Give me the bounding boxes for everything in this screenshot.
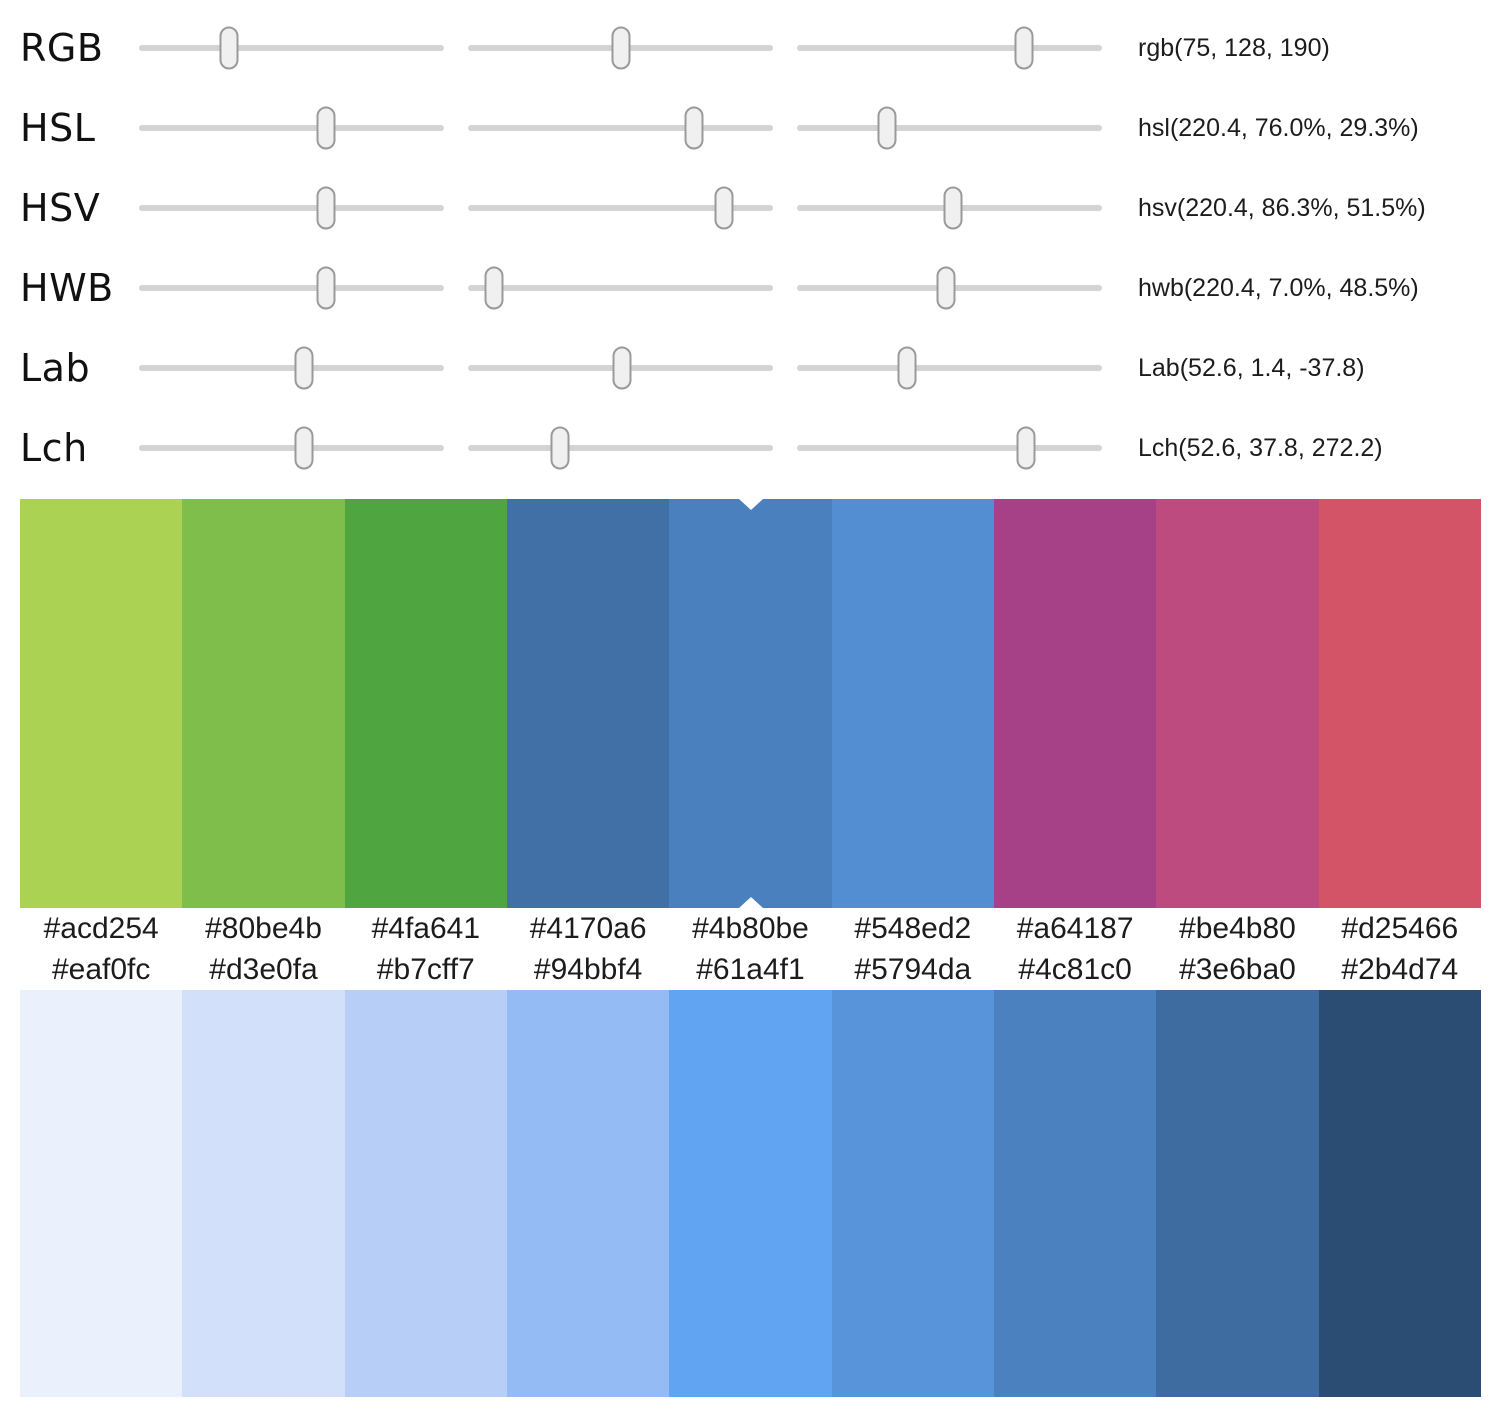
colorspace-label-lab: Lab (20, 346, 91, 390)
slider-row-hsl: HSL hsl(220.4, 76.0%, 29.3%) (0, 88, 1501, 168)
lab-b-thumb[interactable] (897, 346, 917, 390)
lch-value-text: Lch(52.6, 37.8, 272.2) (1138, 433, 1383, 462)
shade-swatch[interactable] (20, 990, 183, 1397)
colorspace-label-hsl: HSL (20, 106, 96, 150)
hsv-h-thumb[interactable] (316, 186, 336, 230)
hwb-b-thumb[interactable] (936, 266, 956, 310)
hsv-h-track[interactable] (139, 186, 444, 230)
shade-swatch[interactable] (993, 990, 1157, 1397)
shade-hex-label: #3e6ba0 (1179, 953, 1296, 986)
rgb-b-thumb[interactable] (1014, 26, 1034, 70)
shade-hex-label: #b7cff7 (376, 953, 475, 986)
hue-hex-label: #be4b80 (1179, 912, 1296, 945)
hue-swatch[interactable] (182, 499, 345, 908)
shade-hex-label: #eaf0fc (51, 953, 151, 986)
selection-caret-bottom-icon (738, 897, 763, 908)
shade-hex-labels: #eaf0fc #d3e0fa #b7cff7 #94bbf4 #61a4f1 … (20, 950, 1481, 990)
hue-swatch[interactable] (20, 499, 183, 908)
rgb-value-text: rgb(75, 128, 190) (1138, 33, 1330, 62)
hue-swatch-selected[interactable] (669, 499, 832, 908)
lab-a-track[interactable] (468, 346, 773, 390)
shade-swatch[interactable] (669, 990, 832, 1397)
hsv-s-thumb[interactable] (714, 186, 734, 230)
hue-swatch[interactable] (993, 499, 1157, 908)
lab-l-track[interactable] (139, 346, 444, 390)
shade-hex-label: #5794da (854, 953, 972, 986)
lch-h-thumb[interactable] (1016, 426, 1036, 470)
hue-hex-label: #4170a6 (529, 912, 647, 945)
colorspace-label-rgb: RGB (20, 26, 104, 70)
hsv-v-track[interactable] (797, 186, 1102, 230)
colorspace-label-lch: Lch (20, 426, 88, 470)
lch-l-track[interactable] (139, 426, 444, 470)
hsv-v-thumb[interactable] (943, 186, 963, 230)
lab-a-thumb[interactable] (612, 346, 632, 390)
lab-l-thumb[interactable] (294, 346, 314, 390)
rgb-g-thumb[interactable] (611, 26, 631, 70)
slider-panel: RGB rgb(75, 128, 190) HSL hsl(220.4, 76.… (0, 0, 1501, 488)
hwb-value-text: hwb(220.4, 7.0%, 48.5%) (1138, 273, 1419, 302)
slider-row-rgb: RGB rgb(75, 128, 190) (0, 8, 1501, 88)
hue-hex-label: #d25466 (1341, 912, 1459, 945)
hsl-value-text: hsl(220.4, 76.0%, 29.3%) (1138, 113, 1419, 142)
shade-hex-label: #2b4d74 (1341, 953, 1459, 986)
slider-row-hwb: HWB hwb(220.4, 7.0%, 48.5%) (0, 248, 1501, 328)
rgb-g-track[interactable] (468, 26, 773, 70)
hsl-l-thumb[interactable] (877, 106, 897, 150)
hsl-s-thumb[interactable] (684, 106, 704, 150)
lch-h-track[interactable] (797, 426, 1102, 470)
hue-hex-label: #acd254 (43, 912, 159, 945)
hue-hex-labels: #acd254 #80be4b #4fa641 #4170a6 #4b80be … (20, 908, 1481, 950)
shade-hex-label: #94bbf4 (533, 953, 643, 986)
lab-value-text: Lab(52.6, 1.4, -37.8) (1138, 353, 1365, 382)
colorspace-label-hwb: HWB (20, 266, 114, 310)
hsl-l-track[interactable] (797, 106, 1102, 150)
hue-swatch[interactable] (1318, 499, 1481, 908)
hue-hex-label: #80be4b (205, 912, 322, 945)
shade-swatch[interactable] (1156, 990, 1319, 1397)
hue-hex-label: #4b80be (692, 912, 809, 945)
hue-swatch[interactable] (344, 499, 507, 908)
hwb-w-track[interactable] (468, 266, 773, 310)
hsv-value-text: hsv(220.4, 86.3%, 51.5%) (1138, 193, 1426, 222)
shade-scale-palette (20, 990, 1481, 1397)
shade-hex-label: #4c81c0 (1018, 953, 1132, 986)
lch-l-thumb[interactable] (294, 426, 314, 470)
hue-swatch[interactable] (1156, 499, 1319, 908)
hsl-h-track[interactable] (139, 106, 444, 150)
shade-swatch[interactable] (182, 990, 345, 1397)
hwb-w-thumb[interactable] (484, 266, 504, 310)
lch-c-thumb[interactable] (550, 426, 569, 470)
colorspace-label-hsv: HSV (20, 186, 101, 230)
hwb-h-thumb[interactable] (316, 266, 336, 310)
hwb-h-track[interactable] (139, 266, 444, 310)
shade-swatch[interactable] (506, 990, 670, 1397)
hue-swatch[interactable] (831, 499, 994, 908)
hue-hex-label: #548ed2 (854, 912, 972, 945)
lch-c-track[interactable] (468, 426, 773, 470)
rgb-r-track[interactable] (139, 26, 444, 70)
hsv-s-track[interactable] (468, 186, 773, 230)
lab-b-track[interactable] (797, 346, 1102, 390)
rgb-r-thumb[interactable] (219, 26, 239, 70)
rgb-b-track[interactable] (797, 26, 1102, 70)
hue-swatch[interactable] (506, 499, 670, 908)
slider-row-hsv: HSV hsv(220.4, 86.3%, 51.5%) (0, 168, 1501, 248)
shade-hex-label: #61a4f1 (696, 953, 805, 986)
hue-hex-label: #a64187 (1016, 912, 1134, 945)
hsl-s-track[interactable] (468, 106, 773, 150)
shade-hex-label: #d3e0fa (209, 953, 318, 986)
shade-swatch[interactable] (831, 990, 994, 1397)
selection-caret-top-icon (738, 499, 763, 510)
slider-row-lab: Lab Lab(52.6, 1.4, -37.8) (0, 328, 1501, 408)
slider-row-lch: Lch Lch(52.6, 37.8, 272.2) (0, 408, 1501, 488)
hue-hex-label: #4fa641 (371, 912, 481, 945)
hsl-h-thumb[interactable] (316, 106, 336, 150)
shade-swatch[interactable] (1318, 990, 1481, 1397)
shade-swatch[interactable] (344, 990, 507, 1397)
hwb-b-track[interactable] (797, 266, 1102, 310)
hue-spectrum-palette (20, 499, 1481, 908)
